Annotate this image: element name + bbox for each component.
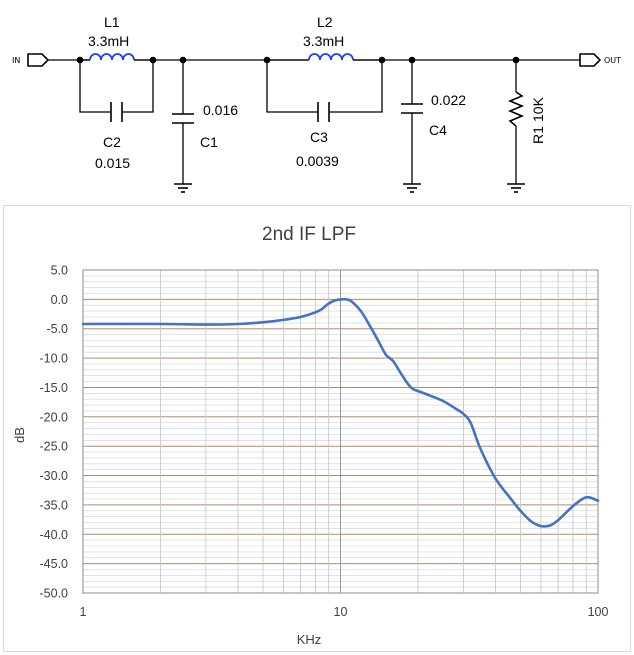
output-port-label: OUT [604,56,621,65]
ground-symbol [403,183,421,193]
c2-value: 0.015 [95,155,130,171]
y-axis-title: dB [12,427,27,443]
c4-value: 0.022 [431,92,466,108]
y-tick-label: -15.0 [40,381,69,395]
l2-value: 3.3mH [303,33,344,49]
junction-dots [76,56,520,64]
y-tick-label: -35.0 [40,498,69,512]
y-tick-label: -5.0 [46,322,68,336]
y-tick-label: -45.0 [40,557,69,571]
ground-symbol [174,183,192,193]
c3-ref: C3 [310,129,328,145]
c3-value: 0.0039 [296,153,339,169]
r1-value: 10K [530,96,546,122]
input-port-symbol [27,53,50,67]
y-tick-label: -50.0 [40,587,69,601]
resistor-r1-symbol [507,91,525,127]
x-tick-label: 10 [334,605,348,619]
y-tick-label: -10.0 [40,352,69,366]
l1-value: 3.3mH [88,33,129,49]
filter-schematic: IN L1 3.3mH C2 0.015 0.016 C1 L2 3.3mH C… [12,14,621,193]
inductor-l2-symbol [308,53,354,61]
r1-ref: R1 [530,126,546,144]
output-port-symbol [579,53,602,67]
ground-symbol [507,183,525,193]
grid [82,269,599,594]
chart-title: 2nd IF LPF [262,224,356,245]
y-tick-label: -40.0 [40,528,69,542]
chart-area: 2nd IF LPF 5.0 0.0 -5.0 -10.0 -15.0 -20.0 -25.… [3,205,631,652]
x-axis-title: KHz [297,632,322,647]
c2-ref: C2 [103,134,121,150]
c1-value: 0.016 [203,102,238,118]
y-tick-label: -30.0 [40,469,69,483]
x-tick-label: 1 [80,605,87,619]
y-tick-label: -20.0 [40,410,69,424]
c1-ref: C1 [200,134,218,150]
x-axis-ticks: 1 10 100 [80,605,609,619]
c4-ref: C4 [429,122,447,138]
y-axis-ticks: 5.0 0.0 -5.0 -10.0 -15.0 -20.0 -25.0 -30.0 -35.0… [40,264,69,601]
x-tick-label: 100 [588,605,609,619]
plot-frame [82,269,599,594]
y-tick-label: 0.0 [51,293,68,307]
y-tick-label: -25.0 [40,440,69,454]
y-tick-label: 5.0 [51,264,68,278]
inductor-l1-symbol [89,53,135,61]
l1-ref: L1 [104,14,120,30]
series-line [81,297,600,528]
input-port-label: IN [12,56,20,65]
frequency-response-chart: 2nd IF LPF 5.0 0.0 -5.0 -10.0 -15.0 -20.0 -25.… [12,224,609,647]
l2-ref: L2 [317,14,333,30]
